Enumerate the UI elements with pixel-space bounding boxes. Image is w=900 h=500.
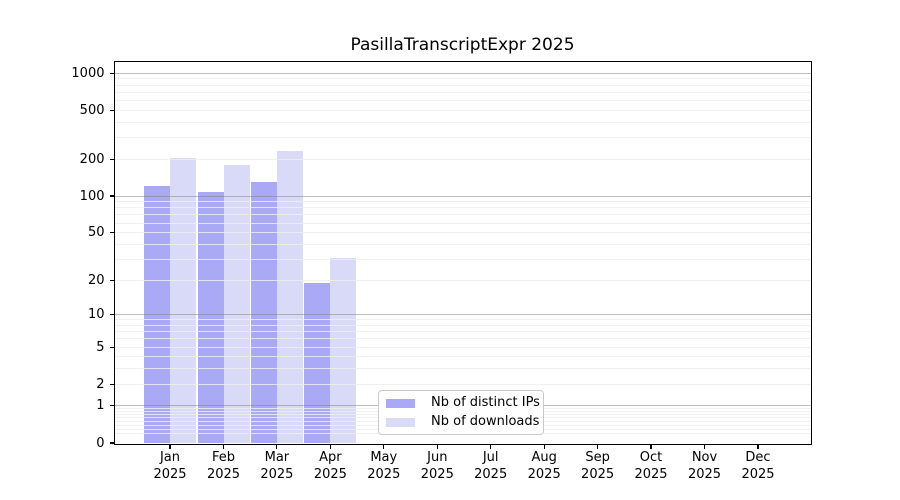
gridline-major-1000	[114, 72, 811, 74]
gridline-minor-700	[114, 91, 811, 93]
x-tick-feb-2025	[222, 444, 225, 449]
bar--distinct-ips-feb-2025	[197, 192, 224, 443]
x-tick-oct-2025	[650, 444, 652, 449]
x-tick-dec-2025	[757, 444, 759, 449]
x-tick-jan-2025	[169, 444, 171, 449]
x-tick-aug-2025	[543, 444, 545, 449]
y-tick-label-100: 100	[79, 188, 105, 204]
x-tick-label-jun-2025: Jun 2025	[420, 450, 454, 482]
bar--downloads-apr-2025	[330, 257, 357, 443]
x-tick-label-feb-2025: Feb 2025	[206, 450, 241, 482]
bar--downloads-jan-2025	[170, 157, 196, 443]
x-tick-label-aug-2025: Aug 2025	[527, 450, 561, 482]
x-tick-label-apr-2025: Apr 2025	[313, 450, 347, 482]
x-tick-apr-2025	[329, 444, 331, 449]
y-tick-label-0: 0	[96, 435, 105, 451]
x-tick-may-2025	[383, 444, 385, 449]
x-tick-jun-2025	[436, 444, 438, 449]
x-tick-sep-2025	[597, 444, 599, 449]
y-tick-50	[109, 232, 114, 234]
y-tick-100	[109, 195, 114, 197]
y-tick-10	[109, 314, 114, 316]
legend-label-distinct-ips: Nb of distinct IPs	[431, 395, 540, 410]
legend-swatch-distinct-ips	[386, 398, 415, 408]
gridline-minor-400	[114, 121, 811, 123]
x-tick-label-oct-2025: Oct 2025	[634, 450, 668, 482]
y-tick-label-1: 1	[96, 398, 105, 414]
y-tick-1000	[109, 72, 114, 74]
gridline-minor-300	[114, 137, 811, 139]
gridline-minor-600	[114, 100, 811, 102]
x-tick-label-jul-2025: Jul 2025	[474, 450, 508, 482]
x-tick-label-may-2025: May 2025	[367, 450, 401, 482]
y-tick-label-20: 20	[87, 272, 105, 288]
y-tick-0	[109, 442, 114, 444]
y-tick-label-200: 200	[79, 151, 105, 167]
y-tick-label-2: 2	[96, 376, 105, 392]
gridline-minor-800	[114, 84, 811, 86]
legend-label-downloads: Nb of downloads	[431, 414, 540, 429]
legend: Nb of distinct IPs Nb of downloads	[378, 390, 544, 435]
bar--downloads-feb-2025	[223, 164, 250, 443]
bar--distinct-ips-mar-2025	[250, 182, 277, 443]
plot-area: 0 1 2 5 10 20 50 100 200 500 1000 Jan 2025 Feb 2025 M…	[71, 61, 812, 482]
y-tick-200	[109, 158, 114, 160]
y-tick-2	[109, 383, 114, 385]
y-tick-20	[109, 279, 114, 281]
x-tick-label-dec-2025: Dec 2025	[741, 450, 775, 482]
bar--distinct-ips-apr-2025	[304, 282, 331, 443]
y-tick-label-50: 50	[87, 225, 105, 241]
y-tick-500	[109, 109, 114, 111]
gridline-minor-200	[114, 158, 811, 160]
y-tick-1	[109, 405, 114, 407]
x-tick-label-jan-2025: Jan 2025	[153, 450, 187, 482]
x-tick-jul-2025	[490, 444, 492, 449]
legend-row-downloads: Nb of downloads	[386, 415, 539, 429]
bar--distinct-ips-jan-2025	[144, 186, 170, 443]
bar--downloads-mar-2025	[276, 150, 303, 443]
y-tick-label-5: 5	[96, 339, 105, 355]
x-tick-label-nov-2025: Nov 2025	[687, 450, 722, 482]
x-tick-label-mar-2025: Mar 2025	[260, 450, 294, 482]
y-tick-label-500: 500	[79, 102, 105, 118]
gridline-minor-900	[114, 78, 811, 80]
chart-title: PasillaTranscriptExpr 2025	[350, 35, 575, 55]
y-tick-label-1000: 1000	[71, 65, 105, 81]
y-tick-label-10: 10	[87, 307, 105, 323]
x-tick-label-sep-2025: Sep 2025	[581, 450, 615, 482]
legend-swatch-downloads	[386, 417, 415, 427]
x-tick-nov-2025	[703, 444, 706, 449]
x-tick-mar-2025	[276, 444, 278, 449]
y-tick-5	[109, 346, 114, 348]
legend-row-distinct-ips: Nb of distinct IPs	[386, 396, 540, 410]
gridline-minor-500	[114, 109, 811, 111]
